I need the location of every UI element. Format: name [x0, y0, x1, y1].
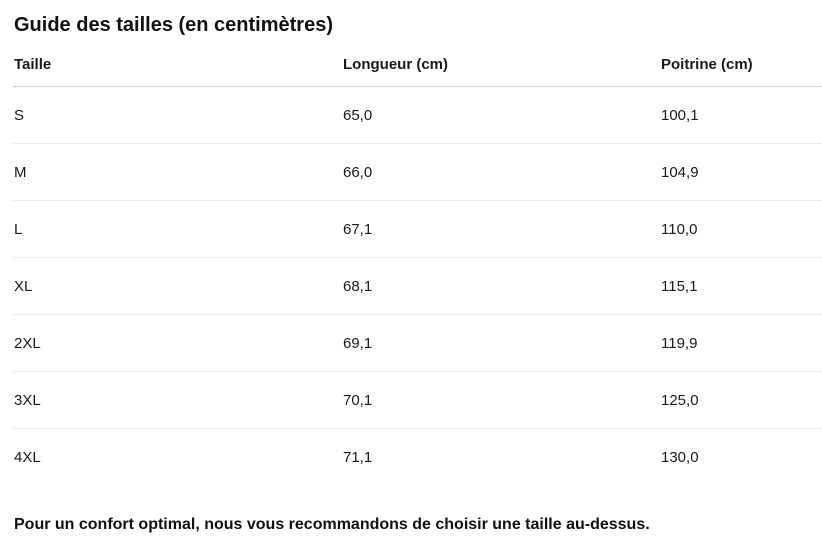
length-cell: 70,1	[343, 391, 373, 409]
table-row: 3XL 70,1 125,0	[13, 372, 822, 429]
size-cell: 3XL	[14, 391, 41, 409]
chest-cell: 110,0	[661, 220, 698, 238]
page-title: Guide des tailles (en centimètres)	[14, 14, 333, 36]
size-cell: S	[14, 106, 25, 124]
table-row: XL 68,1 115,1	[13, 258, 822, 315]
chest-cell: 104,9	[661, 163, 699, 181]
length-cell: 69,1	[343, 334, 373, 352]
chest-cell: 115,1	[661, 277, 698, 295]
chest-cell: 100,1	[661, 106, 699, 124]
chest-cell: 125,0	[661, 391, 699, 409]
column-header-taille: Taille	[14, 55, 52, 73]
table-body: S 65,0 100,1 M 66,0 104,9 L 67,1 110,0 X…	[13, 87, 822, 485]
size-cell: L	[14, 220, 23, 238]
table-row: L 67,1 110,0	[13, 201, 822, 258]
length-cell: 65,0	[343, 106, 373, 124]
column-header-poitrine: Poitrine (cm)	[661, 55, 753, 73]
length-cell: 66,0	[343, 163, 373, 181]
table-row: S 65,0 100,1	[13, 87, 822, 144]
table-row: M 66,0 104,9	[13, 144, 822, 201]
chest-cell: 130,0	[661, 448, 699, 466]
size-cell: 4XL	[14, 448, 41, 466]
size-table: Taille Longueur (cm) Poitrine (cm) S 65,…	[13, 38, 822, 485]
length-cell: 67,1	[343, 220, 373, 238]
size-cell: XL	[14, 277, 33, 295]
size-cell: 2XL	[14, 334, 41, 352]
table-row: 4XL 71,1 130,0	[13, 429, 822, 485]
table-header-row: Taille Longueur (cm) Poitrine (cm)	[13, 38, 822, 87]
chest-cell: 119,9	[661, 334, 698, 352]
comfort-recommendation-note: Pour un confort optimal, nous vous recom…	[14, 516, 650, 533]
size-cell: M	[14, 163, 27, 181]
table-row: 2XL 69,1 119,9	[13, 315, 822, 372]
length-cell: 71,1	[343, 448, 373, 466]
length-cell: 68,1	[343, 277, 373, 295]
column-header-longueur: Longueur (cm)	[343, 55, 448, 73]
